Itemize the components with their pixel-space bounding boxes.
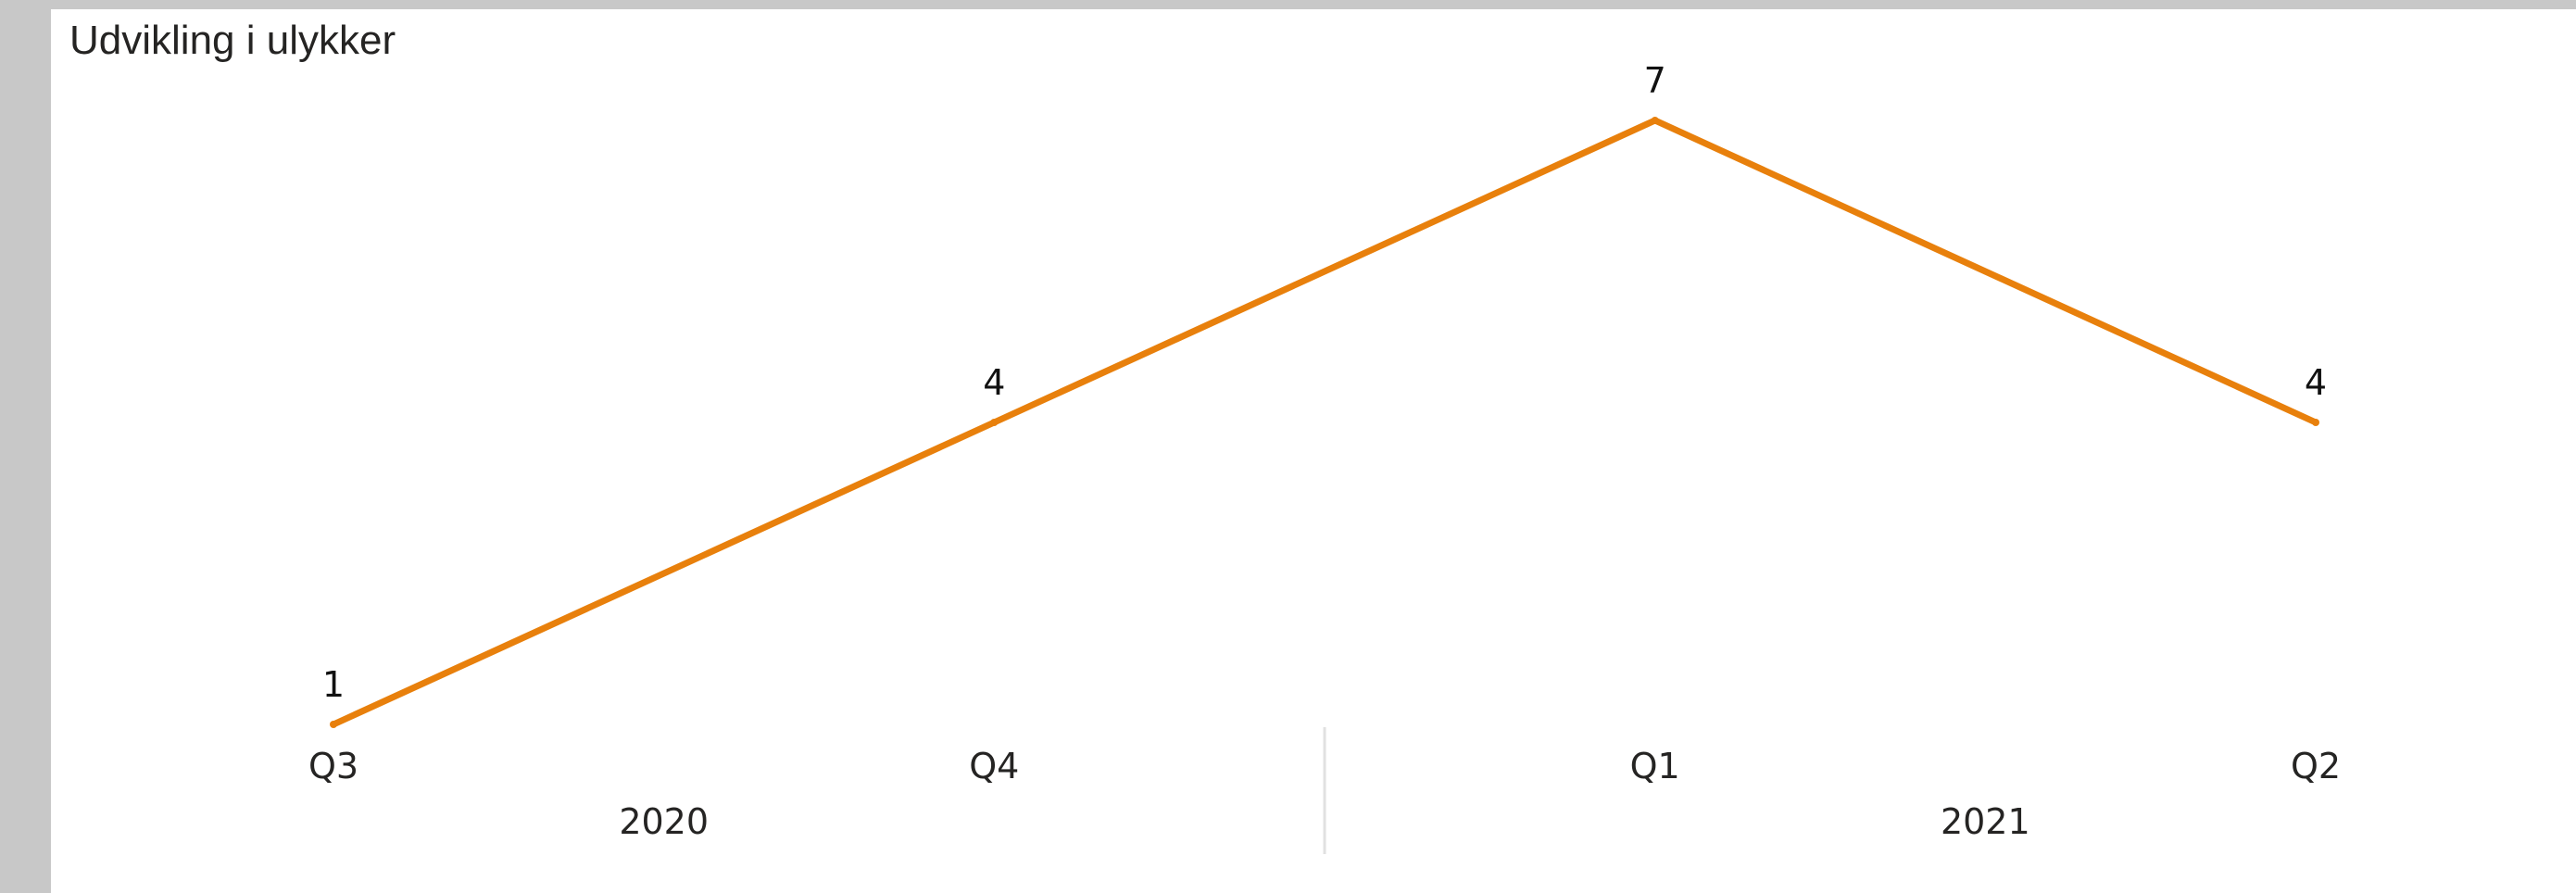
x-tick-label: Q3 bbox=[308, 746, 358, 786]
data-label: 4 bbox=[2305, 362, 2327, 403]
year-group-label: 2020 bbox=[619, 801, 709, 842]
year-group-label: 2021 bbox=[1941, 801, 2030, 842]
labels-layer: 1 4 7 4 bbox=[322, 60, 2327, 705]
chart-title: Udvikling i ulykker bbox=[69, 18, 396, 63]
x-axis: Q3 Q4 Q1 Q2 2020 2021 bbox=[308, 746, 2341, 842]
x-tick-label: Q4 bbox=[969, 746, 1019, 786]
series-layer bbox=[330, 117, 2319, 728]
chart-visual[interactable] bbox=[51, 9, 2576, 893]
data-point[interactable] bbox=[2312, 419, 2319, 426]
data-point[interactable] bbox=[1651, 117, 1659, 124]
data-label: 1 bbox=[322, 664, 345, 705]
data-label: 4 bbox=[983, 362, 1005, 403]
data-label: 7 bbox=[1644, 60, 1666, 101]
series-line[interactable] bbox=[330, 117, 2319, 728]
x-tick-label: Q2 bbox=[2291, 746, 2341, 786]
data-point[interactable] bbox=[330, 721, 337, 728]
x-tick-label: Q1 bbox=[1630, 746, 1680, 786]
data-point[interactable] bbox=[990, 419, 999, 426]
